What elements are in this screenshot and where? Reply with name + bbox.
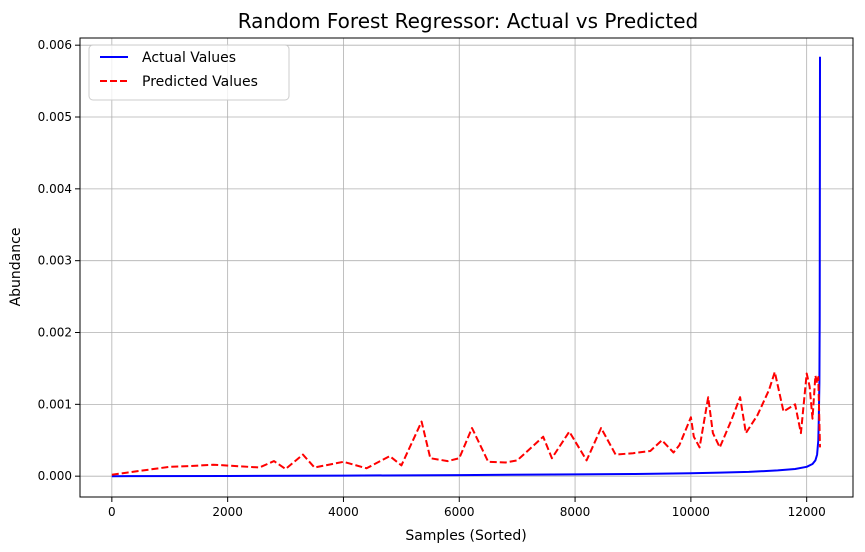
y-tick-label: 0.003 xyxy=(38,254,72,268)
x-tick-label: 2000 xyxy=(212,505,243,519)
axes-frame xyxy=(79,37,854,498)
plot-area xyxy=(111,56,821,478)
y-tick-label: 0.006 xyxy=(38,38,72,52)
x-axis: 0 2000 4000 6000 8000 10000 12000 xyxy=(108,497,826,519)
x-tick-label: 10000 xyxy=(672,505,710,519)
y-tick-label: 0.000 xyxy=(38,469,72,483)
y-tick-label: 0.005 xyxy=(38,110,72,124)
series-line-actual xyxy=(111,56,821,478)
y-tick-label: 0.004 xyxy=(38,182,72,196)
series-line-predicted xyxy=(111,371,821,476)
x-tick-label: 12000 xyxy=(788,505,826,519)
legend-label-actual: Actual Values xyxy=(142,50,236,66)
x-axis-title: Samples (Sorted) xyxy=(405,528,526,544)
y-tick-label: 0.002 xyxy=(38,326,72,340)
x-tick-label: 8000 xyxy=(560,505,591,519)
legend-label-predicted: Predicted Values xyxy=(142,74,258,90)
y-axis-title: Abundance xyxy=(8,228,24,307)
y-axis: 0.000 0.001 0.002 0.003 0.004 0.005 0.006 xyxy=(38,38,80,483)
chart-title: Random Forest Regressor: Actual vs Predi… xyxy=(238,9,699,33)
legend: Actual Values Predicted Values xyxy=(88,44,290,101)
y-tick-label: 0.001 xyxy=(38,397,72,411)
x-tick-label: 6000 xyxy=(444,505,475,519)
legend-box xyxy=(88,44,290,101)
x-tick-label: 0 xyxy=(108,505,116,519)
x-tick-label: 4000 xyxy=(328,505,359,519)
